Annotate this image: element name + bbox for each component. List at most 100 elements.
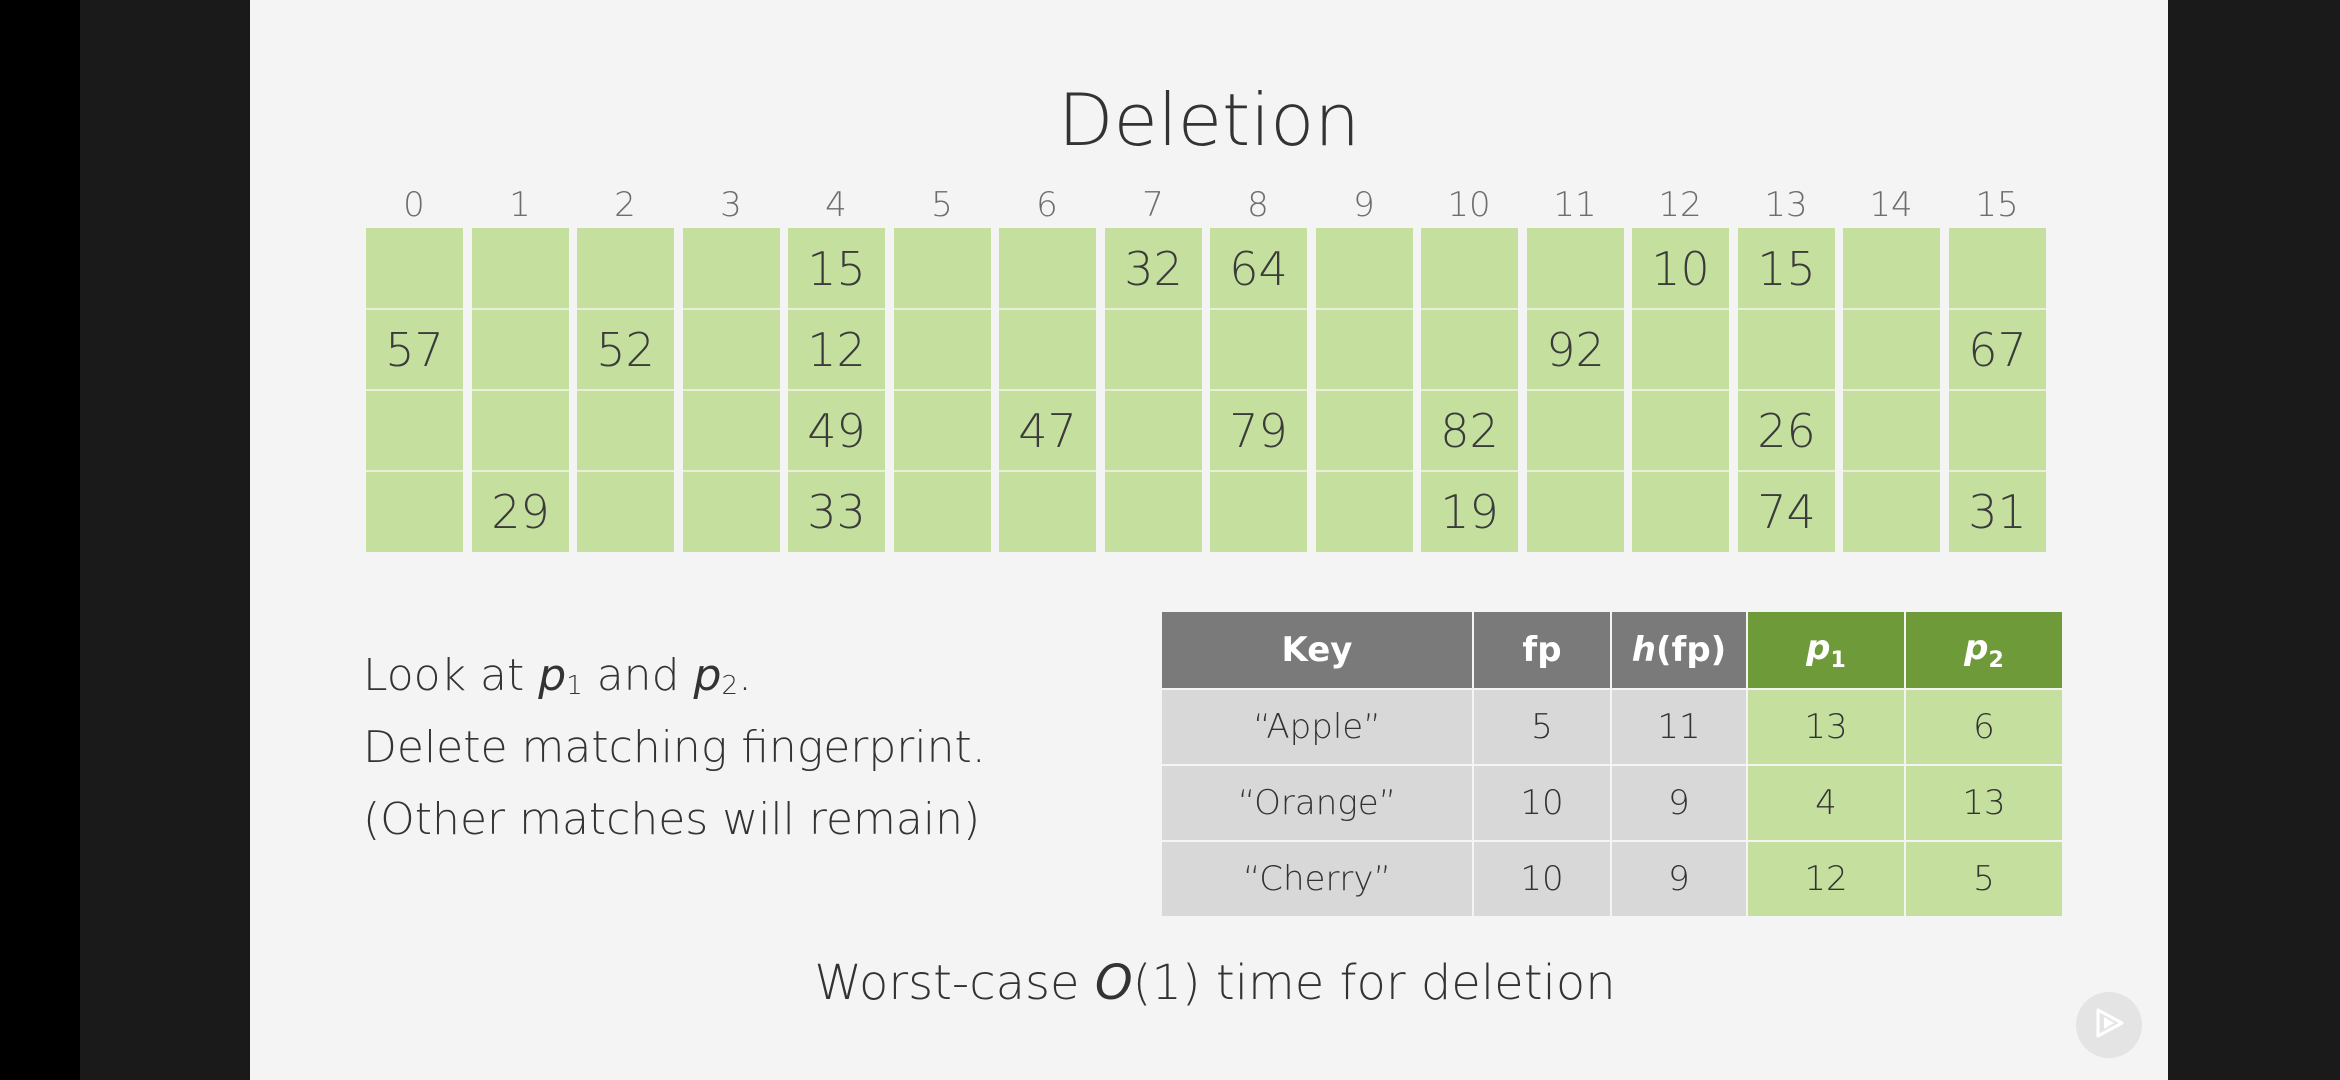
bucket-column: 32 (1105, 228, 1202, 552)
bucket-slot-divider (1527, 389, 1624, 391)
cell-fp: 5 (1472, 688, 1612, 766)
bucket-slot-divider (366, 470, 463, 472)
cell-key: “Cherry” (1160, 840, 1474, 918)
bucket-slot (472, 390, 569, 471)
bucket-slot-divider (683, 389, 780, 391)
header-p2: p2 (1904, 610, 2064, 690)
bucket-slot (1843, 228, 1940, 309)
cell-fp: 10 (1472, 840, 1612, 918)
bucket-slot-divider (577, 308, 674, 310)
bucket-index-label: 7 (1142, 185, 1164, 225)
bucket-column: 29 (472, 228, 569, 552)
bucket-column: 52 (577, 228, 674, 552)
bucket-slot (1949, 390, 2046, 471)
header-fp: fp (1472, 610, 1612, 690)
bucket-index-label: 5 (931, 185, 953, 225)
bucket-slot (1843, 471, 1940, 552)
bucket-slot-divider (1632, 389, 1729, 391)
bucket-slot-divider (788, 389, 885, 391)
bucket-slot (366, 471, 463, 552)
cell-p1: 12 (1746, 840, 1906, 918)
table-header-row: Key fp h(fp) p1 p2 (1160, 610, 2064, 690)
bucket-index-label: 2 (614, 185, 636, 225)
bucket-slot-divider (1316, 308, 1413, 310)
header-hash-h: h (1631, 630, 1656, 670)
instruction-line-1: Look at p1 and p2. (363, 650, 752, 701)
cell-p1: 4 (1746, 764, 1906, 842)
bucket-slot (1421, 228, 1518, 309)
instruction-period: . (737, 650, 752, 701)
cell-p2: 13 (1904, 764, 2064, 842)
bucket-index-label: 13 (1764, 185, 1808, 225)
bucket-slot: 10 (1651, 241, 1710, 296)
header-hash-rest: (fp) (1656, 630, 1727, 670)
cell-fp: 10 (1472, 764, 1612, 842)
bucket-slot-divider (472, 470, 569, 472)
bucket-slot-divider (472, 389, 569, 391)
bucket-slot-divider (472, 308, 569, 310)
bucket-slot-divider (1210, 470, 1307, 472)
instruction-p1-subscript: 1 (566, 671, 583, 701)
bucket-slot (472, 309, 569, 390)
bucket-slot (1316, 309, 1413, 390)
bucket-slot (1105, 390, 1202, 471)
bucket-slot-divider (1421, 389, 1518, 391)
bucket-column: 57 (366, 228, 463, 552)
bucket-slot-divider (1843, 308, 1940, 310)
play-button[interactable] (2076, 992, 2142, 1058)
bucket-slot (577, 228, 674, 309)
bucket-slot (683, 309, 780, 390)
bucket-slot (1632, 309, 1729, 390)
bucket-column (894, 228, 991, 552)
bucket-slot-divider (788, 470, 885, 472)
bucket-slot (1527, 390, 1624, 471)
instruction-line-2: Delete matching fingerprint. (363, 722, 986, 773)
slide-title: Deletion (1058, 78, 1360, 162)
bucket-slot-divider (366, 389, 463, 391)
bucket-slot-divider (1949, 470, 2046, 472)
bucket-slot: 19 (1440, 484, 1499, 539)
bucket-slot-divider (1738, 389, 1835, 391)
instruction-line-3: (Other matches will remain) (363, 794, 981, 845)
bucket-slot-divider (577, 389, 674, 391)
bucket-slot-divider (1105, 308, 1202, 310)
footer-rest: (1) time for deletion (1132, 955, 1616, 1011)
bucket-slot-divider (999, 470, 1096, 472)
bucket-slot-divider (1421, 308, 1518, 310)
bucket-column: 10 (1632, 228, 1729, 552)
footer-o: O (1094, 955, 1133, 1011)
bucket-slot (577, 390, 674, 471)
bucket-index-label: 0 (403, 185, 425, 225)
bucket-slot-divider (1210, 389, 1307, 391)
bucket-slot-divider (577, 470, 674, 472)
bucket-slot: 57 (385, 322, 444, 377)
bucket-column: 15 12 49 33 (788, 228, 885, 552)
header-p1-subscript: 1 (1830, 647, 1846, 673)
bucket-slot-divider (1632, 308, 1729, 310)
bucket-slot (1632, 471, 1729, 552)
bucket-index-label: 12 (1658, 185, 1702, 225)
bucket-column (1843, 228, 1940, 552)
bucket-slot: 64 (1229, 241, 1288, 296)
bucket-slot: 52 (596, 322, 655, 377)
footer-prefix: Worst-case (814, 955, 1095, 1011)
footer-note: Worst-case O(1) time for deletion (250, 955, 2168, 1011)
bucket-slot (1105, 309, 1202, 390)
cell-key: “Apple” (1160, 688, 1474, 766)
bucket-column: 67 31 (1949, 228, 2046, 552)
bucket-column (683, 228, 780, 552)
bucket-slot-divider (1527, 470, 1624, 472)
header-hash: h(fp) (1610, 610, 1748, 690)
bucket-slot-divider (894, 470, 991, 472)
table-row: “Cherry” 10 9 12 5 (1160, 840, 2064, 918)
bucket-column: 92 (1527, 228, 1624, 552)
bucket-slot (894, 228, 991, 309)
bucket-slot (894, 309, 991, 390)
bucket-slot-divider (683, 470, 780, 472)
instruction-and: and (582, 650, 694, 701)
bucket-slot (683, 390, 780, 471)
bucket-slot-divider (1949, 308, 2046, 310)
bucket-slot-divider (999, 308, 1096, 310)
instruction-p2-symbol: p (693, 650, 722, 701)
cell-hash: 11 (1610, 688, 1748, 766)
